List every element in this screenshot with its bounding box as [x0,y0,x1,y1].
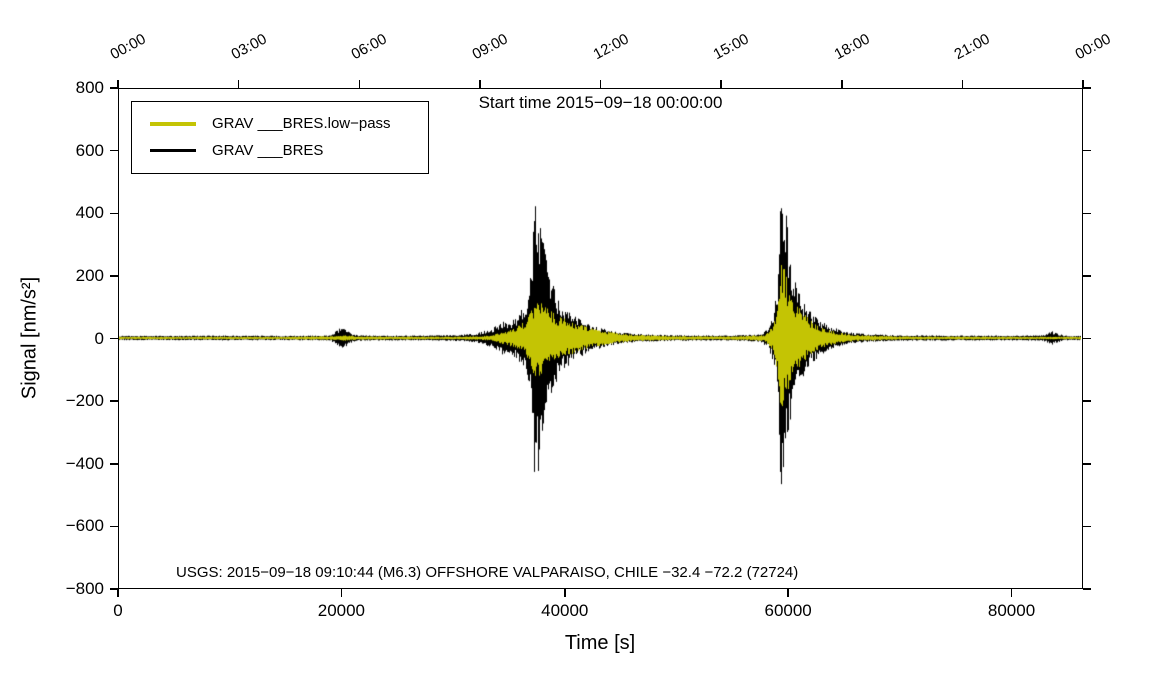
x-tick-label: 60000 [764,601,812,620]
y-tick-mark [110,149,118,152]
top-tick-label: 12:00 [590,30,632,64]
legend-item-raw: GRAV ___BRES [132,137,428,164]
y-tick-mark [1083,588,1091,590]
lowpass-line-swatch [150,121,196,126]
y-tick-mark [1083,463,1091,465]
y-tick-mark [110,525,118,528]
y-axis-label: Signal [nm/s²] [18,276,41,400]
top-tick-label: 18:00 [831,30,873,64]
y-tick-mark [1083,149,1091,152]
y-tick-mark [1083,525,1091,528]
chart-title: Start time 2015−09−18 00:00:00 [478,93,723,112]
y-tick-mark [1083,212,1091,214]
y-tick-mark [110,463,118,465]
y-tick-mark [110,275,118,277]
y-tick-label: 0 [94,328,104,348]
y-tick-mark [110,400,118,402]
top-tick-label: 09:00 [469,30,511,64]
y-tick-mark [1083,87,1091,89]
x-tick-mark [564,589,566,597]
y-tick-mark [1083,275,1091,277]
x-tick-label: 20000 [317,601,366,620]
legend-label-raw: GRAV ___BRES [212,142,324,159]
top-tick-mark [237,80,240,88]
y-tick-label: −600 [65,516,104,536]
legend: GRAV ___BRES.low−pass GRAV ___BRES [131,101,429,174]
y-tick-label: −200 [65,391,104,411]
x-tick-mark [340,589,343,597]
top-tick-label: 03:00 [228,30,270,64]
top-tick-mark [961,80,964,88]
top-tick-label: 06:00 [348,30,390,64]
top-tick-mark [479,80,481,88]
y-tick-label: −400 [65,453,104,473]
top-tick-label: 00:00 [107,30,149,64]
x-tick-mark [1010,589,1013,597]
top-tick-mark [1082,80,1084,88]
legend-item-lowpass: GRAV ___BRES.low−pass [132,110,428,137]
top-tick-label: 00:00 [1072,30,1114,64]
y-tick-label: 800 [75,78,104,97]
top-tick-mark [358,80,360,88]
y-tick-mark [1083,400,1091,402]
x-tick-label: 80000 [987,601,1036,620]
x-tick-label: 40000 [541,601,589,620]
y-tick-mark [1083,337,1091,340]
y-tick-mark [110,588,118,590]
raw-line-swatch [150,149,196,152]
top-tick-mark [720,80,722,88]
top-tick-mark [599,80,602,88]
top-tick-label: 15:00 [710,30,752,64]
y-tick-label: 200 [75,265,104,285]
y-tick-label: −800 [65,579,104,598]
y-tick-mark [110,212,118,214]
usgs-event-annotation: USGS: 2015−09−18 09:10:44 (M6.3) OFFSHOR… [176,564,799,581]
y-tick-label: 600 [75,140,104,160]
x-tick-mark [117,589,119,597]
legend-label-lowpass: GRAV ___BRES.low−pass [212,115,391,132]
top-tick-mark [117,80,119,88]
y-tick-label: 400 [75,203,104,223]
x-tick-label: 0 [113,601,123,620]
x-axis-label: Time [s] [564,632,636,654]
top-tick-label: 21:00 [951,30,994,64]
y-tick-mark [110,87,118,89]
plot-area: Start time 2015−09−18 00:00:00 GRAV ___B… [118,88,1083,589]
y-tick-mark [110,337,118,340]
top-tick-mark [841,80,843,88]
x-tick-mark [787,589,789,597]
